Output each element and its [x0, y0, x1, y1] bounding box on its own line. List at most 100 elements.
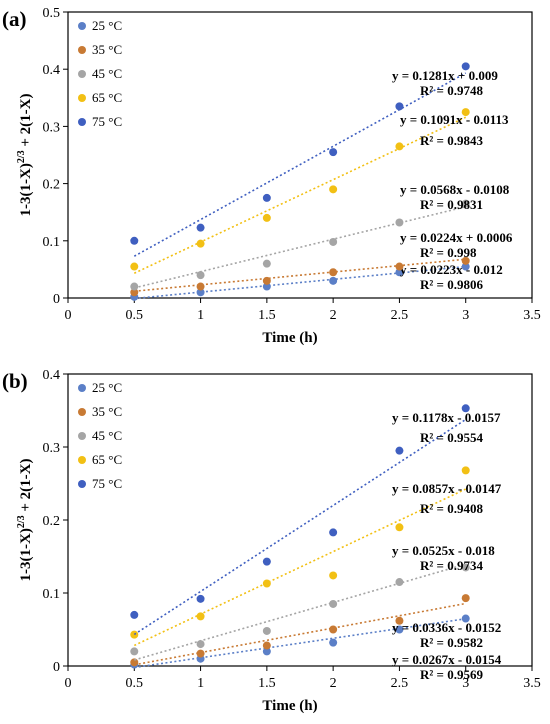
charta-point-75	[130, 236, 139, 245]
chartb-point-75	[395, 446, 404, 455]
chartb-point-45	[329, 599, 338, 608]
chartb-y-axis-title: 1-3(1-X)2/3 + 2(1-X)	[16, 459, 34, 582]
charta-point-45	[196, 271, 205, 280]
chartb-legend-marker-35	[78, 408, 86, 416]
chartb-point-65	[196, 612, 205, 621]
charta-point-35	[196, 282, 205, 291]
chartb-point-65	[395, 523, 404, 532]
chartb-legend-label-45: 45 °C	[92, 428, 122, 443]
chartb-series-35	[130, 594, 470, 667]
charta-point-25	[329, 276, 338, 285]
charta-legend-marker-75	[78, 118, 86, 126]
chartb-trendline-35	[134, 602, 466, 666]
chart-a-svg: 0 0.5 1 1.5 2 2.5 3 3.5 0 0.1 0.2 0.3 0.4 0.5 (a) Time …	[2, 6, 541, 346]
charta-x-tick-label: 2.5	[391, 308, 409, 323]
chartb-equation-35: y = 0.0336x - 0.0152	[392, 620, 501, 635]
charta-x-tick-label: 2	[330, 308, 337, 323]
chartb-point-65	[329, 571, 338, 580]
chartb-point-25	[262, 647, 271, 656]
chartb-point-45	[196, 640, 205, 649]
charta-point-35	[395, 262, 404, 271]
charta-y-title-part: 1-3(1-X)	[18, 163, 34, 216]
charta-point-25	[395, 268, 404, 277]
charta-series-75	[130, 62, 470, 257]
charta-legend-label-45: 45 °C	[92, 66, 122, 81]
chartb-point-25	[395, 625, 404, 634]
chartb-r2-65: R² = 0.9408	[420, 501, 483, 516]
chartb-y-tick-label: 0.1	[43, 587, 61, 602]
chartb-x-tick-label: 0.5	[126, 676, 144, 691]
charta-legend-label-75: 75 °C	[92, 114, 122, 129]
chartb-point-75	[130, 610, 139, 619]
chartb-x-tick-label: 1.5	[258, 676, 276, 691]
charta-legend-marker-35	[78, 46, 86, 54]
charta-plot-area	[67, 11, 533, 299]
charta-point-35	[130, 288, 139, 297]
charta-y-tick-label: 0.1	[43, 235, 61, 250]
chartb-x-tick-label: 1	[197, 676, 204, 691]
charta-point-25	[196, 288, 205, 297]
charta-series-65	[130, 108, 470, 274]
charta-point-65	[130, 262, 139, 271]
charta-point-25	[461, 262, 470, 271]
charta-equation-75: y = 0.1281x + 0.009	[392, 68, 498, 83]
charta-equation-45: y = 0.0568x - 0.0108	[400, 182, 510, 197]
charta-y-title-part: + 2(1-X)	[18, 94, 34, 151]
chartb-x-tick-label: 3.5	[523, 676, 541, 691]
charta-point-25	[262, 282, 271, 291]
charta-point-65	[196, 239, 205, 248]
charta-y-axis-title: 1-3(1-X)2/3 + 2(1-X)	[16, 94, 34, 217]
chartb-y-tick-label: 0.3	[43, 441, 61, 456]
chartb-r2-45: R² = 0.9734	[420, 558, 483, 573]
chartb-legend-label-25: 25 °C	[92, 380, 122, 395]
charta-legend-label-25: 25 °C	[92, 18, 122, 33]
charta-point-35	[329, 268, 338, 277]
charta-series-35	[130, 256, 470, 297]
charta-x-tick-label: 1.5	[258, 308, 276, 323]
chartb-r2-25: R² = 0.9569	[420, 667, 483, 682]
charta-legend-marker-65	[78, 94, 86, 102]
charta-point-75	[329, 148, 338, 157]
chartb-y-tick-label: 0	[53, 660, 60, 675]
charta-trendline-35	[134, 258, 466, 293]
chartb-point-75	[262, 557, 271, 566]
chartb-point-75	[329, 528, 338, 537]
charta-point-35	[262, 276, 271, 285]
charta-y-tick-label: 0.2	[43, 178, 61, 193]
charta-point-45	[395, 218, 404, 227]
chartb-trendline-25	[134, 617, 466, 669]
chartb-panel-label: (b)	[2, 369, 28, 393]
chartb-y-tick-label: 0.2	[43, 514, 61, 529]
chartb-trendline-75	[133, 418, 467, 636]
charta-y-tick-label: 0.4	[43, 63, 61, 78]
charta-legend-label-65: 65 °C	[92, 90, 122, 105]
chartb-legend-marker-75	[78, 480, 86, 488]
chartb-point-35	[329, 625, 338, 634]
chart-panel-b: 0 0.5 1 1.5 2 2.5 3 3.5 0 0.1 0.2 0.3 0.4 (b) Time (h)…	[0, 362, 550, 724]
charta-r2-45: R² = 0.9831	[420, 197, 483, 212]
charta-x-tick-label: 3.5	[523, 308, 541, 323]
chartb-point-45	[461, 563, 470, 572]
chartb-series-65	[130, 466, 470, 647]
charta-y-title-exponent: 2/3	[16, 150, 27, 163]
chartb-point-35	[461, 594, 470, 603]
charta-point-75	[395, 102, 404, 111]
charta-x-axis-title: Time (h)	[262, 330, 317, 346]
chartb-x-tick-label: 0	[65, 676, 72, 691]
chart-panel-a: 0 0.5 1 1.5 2 2.5 3 3.5 0 0.1 0.2 0.3 0.4 0.5 (a) Time …	[2, 6, 541, 346]
charta-point-45	[130, 282, 139, 291]
chartb-series-45	[130, 563, 470, 661]
chartb-equation-75: y = 0.1178x - 0.0157	[392, 410, 501, 425]
chartb-point-35	[395, 616, 404, 625]
chartb-point-65	[262, 579, 271, 588]
chartb-x-tick-label: 2	[330, 676, 337, 691]
chartb-r2-75: R² = 0.9554	[420, 430, 483, 445]
chartb-trendline-45	[134, 563, 466, 661]
charta-y-tick-label: 0.3	[43, 120, 61, 135]
chartb-point-35	[130, 658, 139, 667]
charta-point-65	[329, 185, 338, 194]
charta-r2-65: R² = 0.9843	[420, 133, 483, 148]
charta-r2-25: R² = 0.9806	[420, 277, 483, 292]
chart-b-svg: 0 0.5 1 1.5 2 2.5 3 3.5 0 0.1 0.2 0.3 0.4 (b) Time (h)…	[2, 368, 541, 714]
charta-legend-marker-45	[78, 70, 86, 78]
